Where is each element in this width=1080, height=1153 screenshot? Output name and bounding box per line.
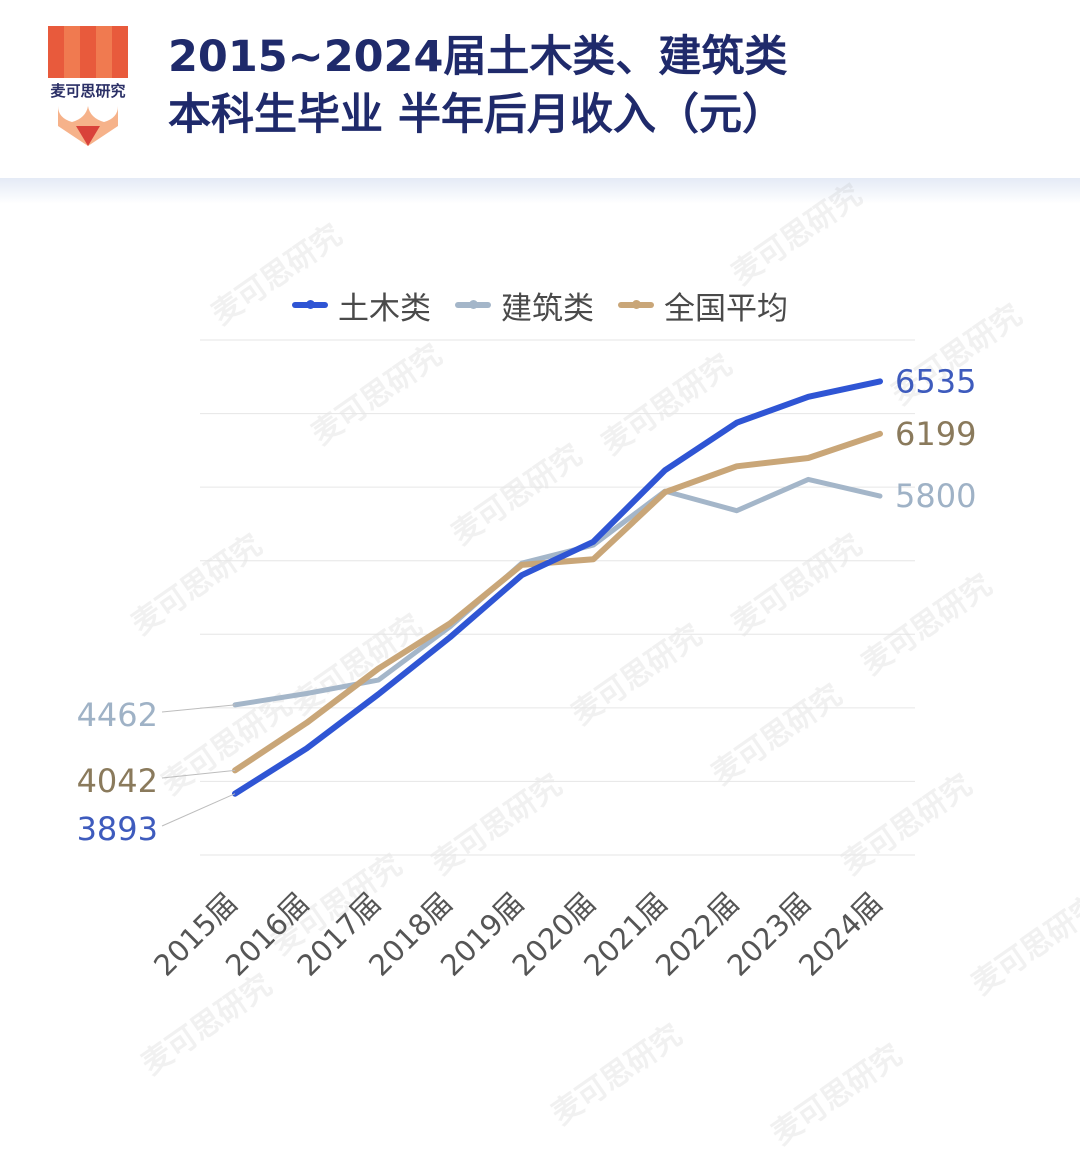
- series-line: [232, 476, 883, 708]
- legend-label-civil: 土木类: [338, 290, 431, 327]
- title-line-2: 本科生毕业 半年后月收入（元）: [168, 90, 785, 140]
- legend-swatch-civil: [292, 300, 328, 309]
- logo-text: 麦可思研究: [50, 82, 126, 100]
- series-line: [232, 430, 883, 774]
- start-data-label: 4042: [77, 762, 158, 800]
- start-data-label: 4462: [77, 696, 158, 734]
- leader-line: [161, 704, 236, 713]
- legend-item-civil: 土木类: [292, 283, 431, 328]
- leader-line: [161, 769, 236, 779]
- header: 麦可思研究 2015~2024届土木类、建筑类 本科生毕业 半年后月收入（元）: [0, 0, 1080, 180]
- start-data-label: 3893: [77, 810, 158, 848]
- end-data-label: 6199: [895, 415, 976, 453]
- legend-swatch-national-average: [618, 300, 654, 309]
- legend-swatch-architecture: [455, 300, 491, 309]
- legend-item-national-average: 全国平均: [618, 283, 788, 328]
- series-line: [232, 378, 883, 797]
- legend-label-national-average: 全国平均: [664, 290, 788, 327]
- title-line-1: 2015~2024届土木类、建筑类: [168, 32, 788, 82]
- leader-line: [161, 793, 236, 827]
- legend-item-architecture: 建筑类: [455, 283, 594, 328]
- header-divider: [0, 178, 1080, 204]
- legend-label-architecture: 建筑类: [501, 290, 594, 327]
- page-title: 2015~2024届土木类、建筑类 本科生毕业 半年后月收入（元）: [168, 28, 1048, 144]
- end-data-label: 6535: [895, 362, 976, 400]
- mycos-logo: 麦可思研究: [36, 22, 140, 152]
- pencil-heart-icon: [36, 26, 140, 146]
- chart-legend: 土木类 建筑类 全国平均: [0, 280, 1080, 330]
- end-data-label: 5800: [895, 477, 976, 515]
- income-line-chart: 2015届2016届2017届2018届2019届2020届2021届2022届…: [77, 339, 976, 983]
